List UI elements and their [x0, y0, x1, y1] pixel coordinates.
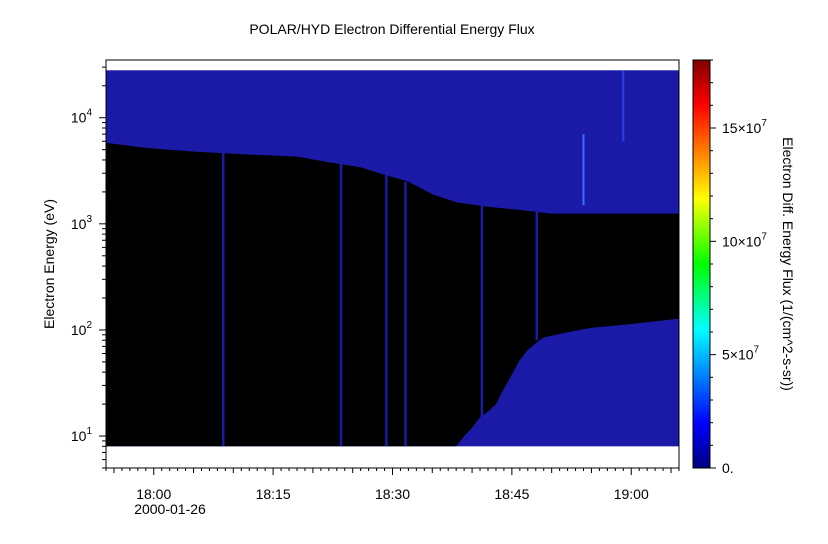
flux-spike	[339, 154, 343, 447]
colorbar-tick-label: 0.	[722, 460, 734, 476]
y-tick-label: 103	[71, 214, 93, 232]
chart-title: POLAR/HYD Electron Differential Energy F…	[249, 21, 534, 37]
flux-spike	[385, 174, 388, 447]
y-axis-label: Electron Energy (eV)	[41, 199, 57, 329]
y-tick-label: 104	[71, 108, 93, 126]
x-tick-label: 18:15	[256, 486, 291, 502]
x-tick-label: 18:30	[375, 486, 410, 502]
y-tick-label: 102	[71, 320, 93, 338]
flux-spike	[535, 211, 539, 341]
x-tick-label: 18:45	[494, 486, 529, 502]
colorbar-tick-label: 10×107	[722, 231, 767, 249]
plot-area	[105, 59, 680, 469]
flux-spike	[221, 149, 225, 447]
date-label: 2000-01-26	[134, 501, 206, 517]
y-axis: 101 102 103 104	[71, 66, 106, 469]
flux-spike	[480, 205, 484, 428]
flux-streak	[622, 70, 625, 142]
y-tick-label: 101	[71, 426, 93, 444]
x-tick-label: 18:00	[136, 486, 171, 502]
x-axis: 18:00 18:15 18:30 18:45 19:00	[105, 468, 680, 502]
colorbar-label: Electron Diff. Energy Flux (1/(cm^2-s-sr…	[780, 137, 796, 391]
colorbar: 0. 5×107 10×107 15×107 Electron Diff. Energ…	[692, 59, 796, 476]
colorbar-tick-label: 15×107	[722, 118, 767, 136]
colorbar-tick-label: 5×107	[722, 345, 760, 363]
flux-spike	[404, 181, 407, 447]
x-tick-label: 19:00	[614, 486, 649, 502]
flux-streak	[582, 134, 585, 206]
colorbar-gradient	[692, 59, 711, 469]
